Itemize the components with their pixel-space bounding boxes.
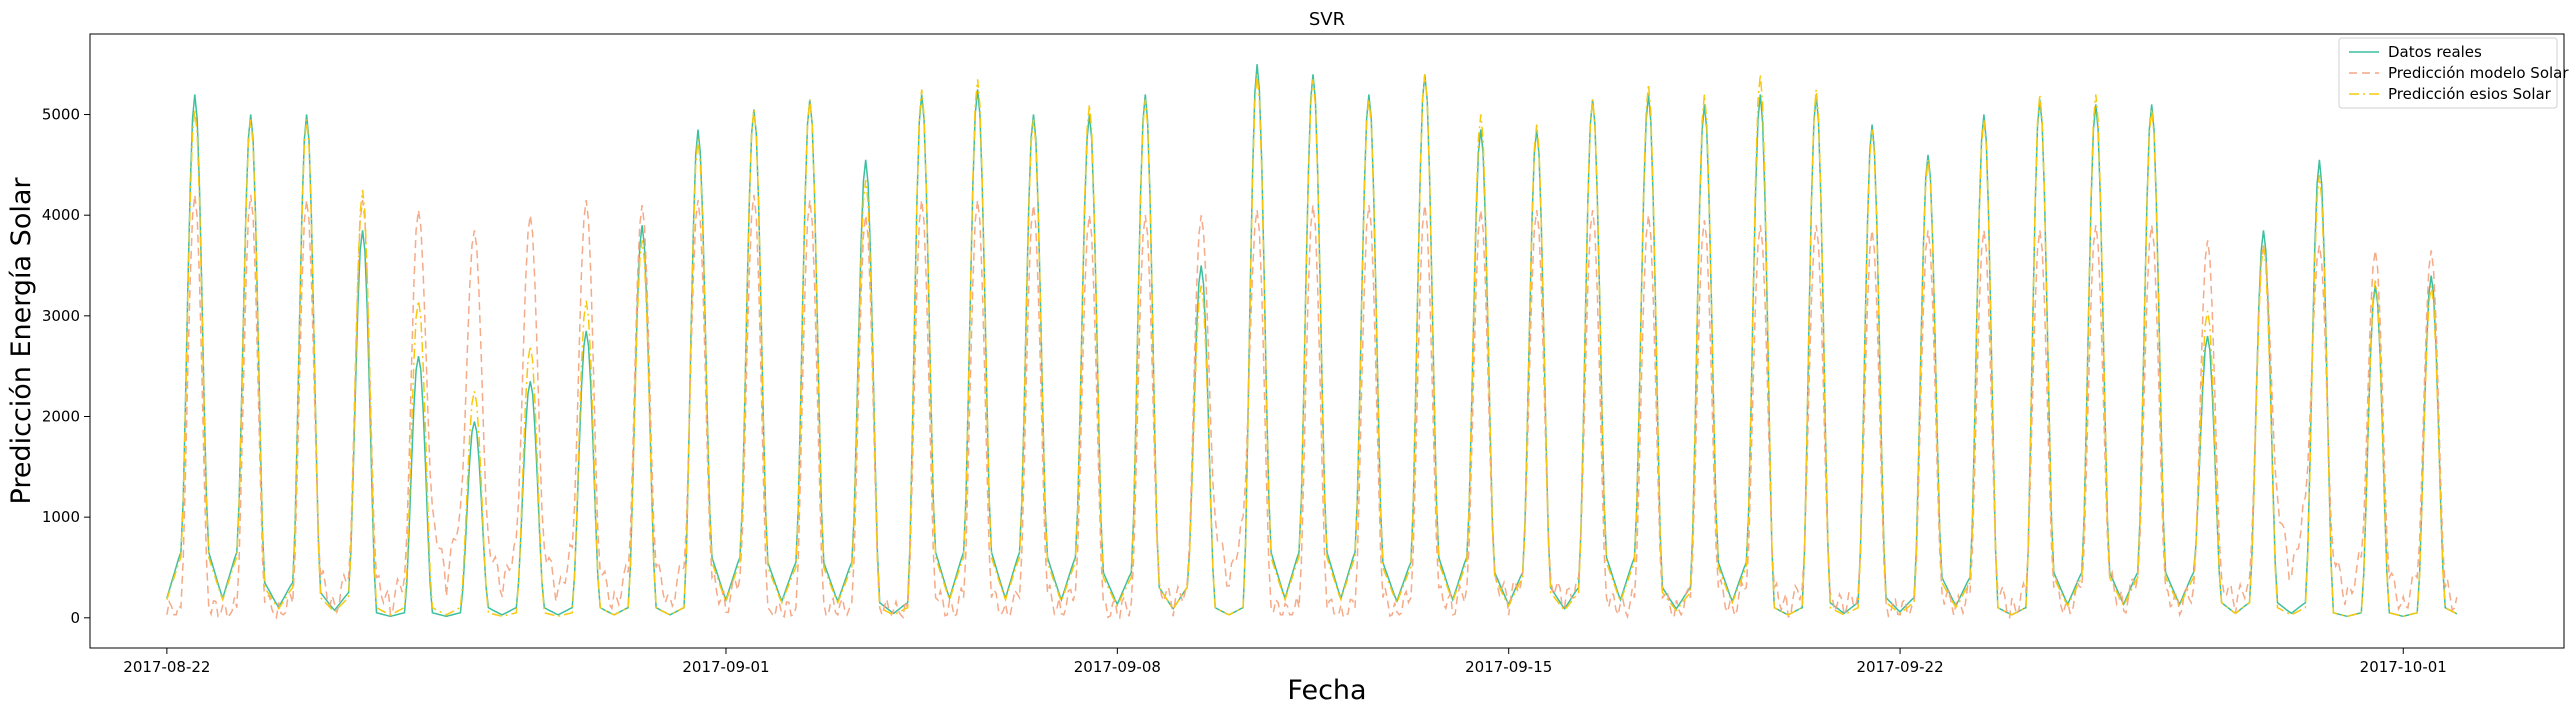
legend-box — [2338, 37, 2558, 109]
x-tick-label: 2017-09-15 — [1465, 658, 1552, 676]
series-line-1 — [166, 64, 2458, 618]
x-tick-label: 2017-10-01 — [2360, 658, 2447, 676]
legend-label-1: Datos reales — [2388, 43, 2482, 61]
y-tick-label: 3000 — [42, 307, 80, 325]
legend: Datos reales Predicción modelo Solar Predi… — [2338, 37, 2569, 109]
series-layer — [166, 64, 2458, 620]
x-tick-label: 2017-09-22 — [1856, 658, 1943, 676]
y-tick-label: 2000 — [42, 407, 80, 425]
x-axis-label: Fecha — [1287, 675, 1366, 706]
series-line-3 — [166, 74, 2458, 618]
legend-label-3: Predicción esios Solar — [2388, 85, 2552, 103]
y-tick-label: 5000 — [42, 106, 80, 124]
y-tick-label: 1000 — [42, 508, 80, 526]
x-tick-label: 2017-08-22 — [123, 658, 210, 676]
y-axis: 0 1000 2000 3000 4000 5000 — [42, 106, 90, 627]
x-axis: 2017-08-22 2017-09-01 2017-09-08 2017-09-15… — [123, 648, 2447, 676]
x-tick-label: 2017-09-01 — [682, 658, 769, 676]
chart-title: SVR — [1309, 9, 1345, 30]
y-tick-label: 0 — [70, 609, 80, 627]
y-tick-label: 4000 — [42, 206, 80, 224]
plot-frame — [89, 33, 2565, 649]
series-line-2 — [166, 194, 2458, 620]
y-axis-label: Predicción Energía Solar — [6, 177, 37, 505]
legend-label-2: Predicción modelo Solar — [2388, 64, 2569, 82]
x-tick-label: 2017-09-08 — [1074, 658, 1161, 676]
